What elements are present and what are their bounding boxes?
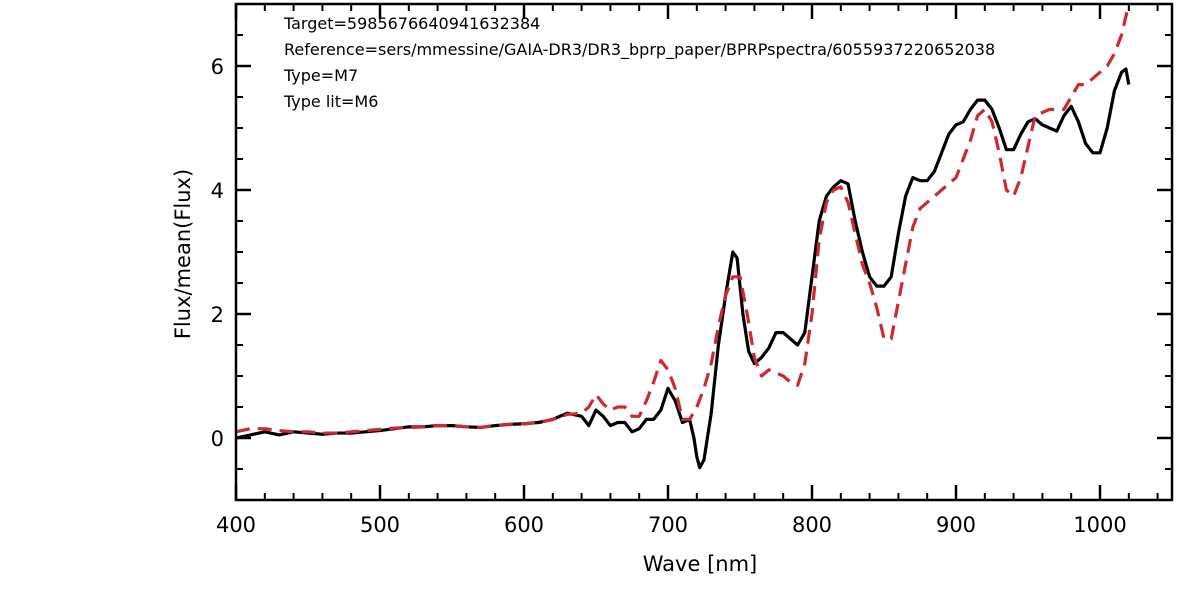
- x-tick-labels: 400 500 600 700 800 900 1000: [216, 513, 1127, 537]
- y-tick-labels: 0 2 4 6: [211, 55, 224, 451]
- x-axis-label: Wave [nm]: [643, 552, 757, 576]
- annotation-line: Type lit=M6: [283, 92, 378, 111]
- series-line-0: [236, 67, 1131, 470]
- annotation-line: Type=M7: [283, 66, 358, 85]
- plot-frame: [234, 2, 1174, 502]
- y-tick-label: 2: [211, 303, 224, 327]
- y-tick-label: 4: [211, 179, 224, 203]
- series-line-1: [236, 4, 1131, 435]
- x-tick-label: 1000: [1073, 513, 1126, 537]
- series-layer: [236, 4, 1131, 470]
- major-ticks: [234, 4, 1172, 500]
- x-tick-label: 800: [792, 513, 832, 537]
- x-tick-label: 700: [648, 513, 688, 537]
- minor-ticks: [235, 3, 1172, 501]
- x-tick-label: 600: [504, 513, 544, 537]
- x-tick-label: 400: [216, 513, 256, 537]
- annotation-line: Target=5985676640941632384: [283, 14, 540, 33]
- x-tick-label: 900: [936, 513, 976, 537]
- x-tick-label: 500: [360, 513, 400, 537]
- annotations: Target=5985676640941632384 Reference=sers…: [283, 14, 995, 111]
- annotation-line: Reference=sers/mmessine/GAIA-DR3/DR3_bpr…: [284, 40, 995, 60]
- y-tick-label: 6: [211, 55, 224, 79]
- y-axis-label: Flux/mean(Flux): [171, 169, 195, 339]
- y-tick-label: 0: [211, 427, 224, 451]
